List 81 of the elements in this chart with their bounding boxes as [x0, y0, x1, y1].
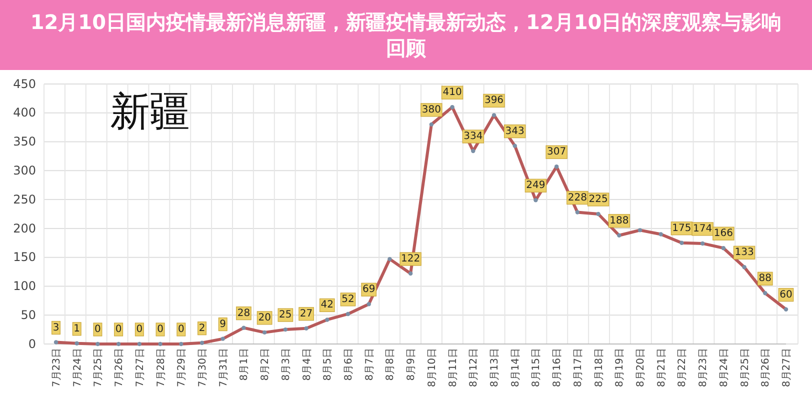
y-tick-label: 250 [13, 192, 36, 206]
data-label: 0 [136, 324, 143, 335]
x-tick-label: 7月23日 [52, 348, 62, 388]
x-tick-label: 8月27日 [782, 348, 792, 388]
x-tick-label: 8月25日 [740, 348, 751, 388]
data-label: 225 [588, 194, 608, 205]
x-tick-label: 7月31日 [218, 348, 230, 388]
y-tick-label: 400 [13, 106, 36, 120]
x-tick-label: 8月18日 [594, 348, 605, 388]
x-tick-label: 8月2日 [260, 348, 272, 381]
data-label: 20 [258, 312, 271, 324]
data-label: 166 [714, 228, 733, 240]
data-label: 0 [115, 324, 122, 335]
data-label: 175 [672, 222, 692, 234]
y-tick-label: 150 [13, 250, 36, 264]
x-tick-label: 8月12日 [468, 348, 480, 388]
data-label: 396 [484, 95, 504, 106]
data-label: 410 [442, 87, 462, 98]
data-label: 1 [74, 323, 80, 334]
x-tick-label: 8月5日 [322, 348, 334, 381]
x-tick-label: 8月22日 [677, 348, 688, 388]
y-tick-label: 350 [13, 134, 36, 149]
data-label: 9 [220, 318, 226, 330]
x-tick-label: 8月23日 [698, 348, 710, 388]
x-tick-label: 8月1日 [239, 348, 250, 381]
x-tick-label: 7月30日 [198, 348, 208, 388]
data-label: 249 [526, 180, 546, 192]
y-tick-label: 450 [13, 76, 36, 91]
data-label: 28 [237, 308, 250, 319]
y-tick-label: 300 [13, 164, 36, 178]
x-tick-label: 8月16日 [552, 348, 564, 388]
x-tick-label: 7月24日 [72, 348, 84, 388]
x-tick-label: 8月10日 [426, 348, 438, 388]
data-label: 0 [94, 324, 101, 335]
data-label: 228 [568, 192, 587, 204]
x-tick-label: 8月8日 [385, 348, 396, 381]
x-tick-label: 8月7日 [364, 348, 376, 381]
data-label: 334 [464, 131, 483, 142]
data-label: 174 [693, 223, 712, 234]
data-label: 60 [780, 289, 792, 300]
x-tick-label: 8月15日 [531, 348, 542, 388]
x-tick-label: 8月20日 [636, 348, 646, 388]
y-tick-label: 50 [20, 308, 36, 322]
x-tick-label: 8月3日 [280, 348, 292, 381]
data-label: 380 [422, 104, 441, 116]
y-tick-label: 200 [13, 221, 36, 236]
x-tick-label: 8月9日 [406, 348, 418, 381]
data-label: 343 [505, 126, 524, 137]
data-label: 133 [734, 247, 754, 258]
data-label: 3 [52, 322, 60, 334]
x-tick-label: 7月25日 [93, 348, 104, 388]
x-tick-label: 8月26日 [760, 348, 772, 388]
chart-title: 12月10日国内疫情最新消息新疆，新疆疫情最新动态，12月10日的深度观察与影响回顾 [30, 10, 782, 60]
x-tick-label: 7月26日 [114, 348, 126, 388]
data-label: 122 [401, 254, 420, 265]
data-label: 69 [362, 284, 376, 296]
x-tick-label: 8月21日 [656, 348, 668, 388]
x-tick-label: 8月17日 [572, 348, 584, 388]
x-tick-label: 8月14日 [510, 348, 522, 388]
data-label: 88 [758, 273, 772, 284]
x-tick-label: 8月24日 [718, 348, 730, 388]
data-label: 0 [157, 324, 164, 335]
data-label: 0 [178, 324, 184, 335]
x-tick-label: 7月28日 [156, 348, 167, 388]
x-tick-label: 8月4日 [302, 348, 313, 381]
x-tick-label: 8月11日 [448, 348, 459, 388]
y-tick-label: 0 [28, 336, 36, 351]
data-label: 2 [198, 322, 206, 334]
x-tick-label: 8月6日 [344, 348, 354, 381]
data-label: 52 [342, 294, 354, 305]
data-label: 307 [547, 146, 566, 158]
y-tick-label: 100 [13, 279, 36, 294]
chart-subtitle: 新疆 [110, 89, 190, 135]
data-label: 188 [610, 215, 629, 226]
x-tick-label: 7月29日 [176, 348, 188, 388]
data-label: 42 [320, 300, 334, 311]
x-tick-label: 8月19日 [614, 348, 626, 388]
data-label: 27 [300, 308, 313, 320]
data-label: 25 [279, 310, 292, 321]
x-tick-label: 8月13日 [490, 348, 500, 388]
x-tick-label: 7月27日 [134, 348, 146, 388]
